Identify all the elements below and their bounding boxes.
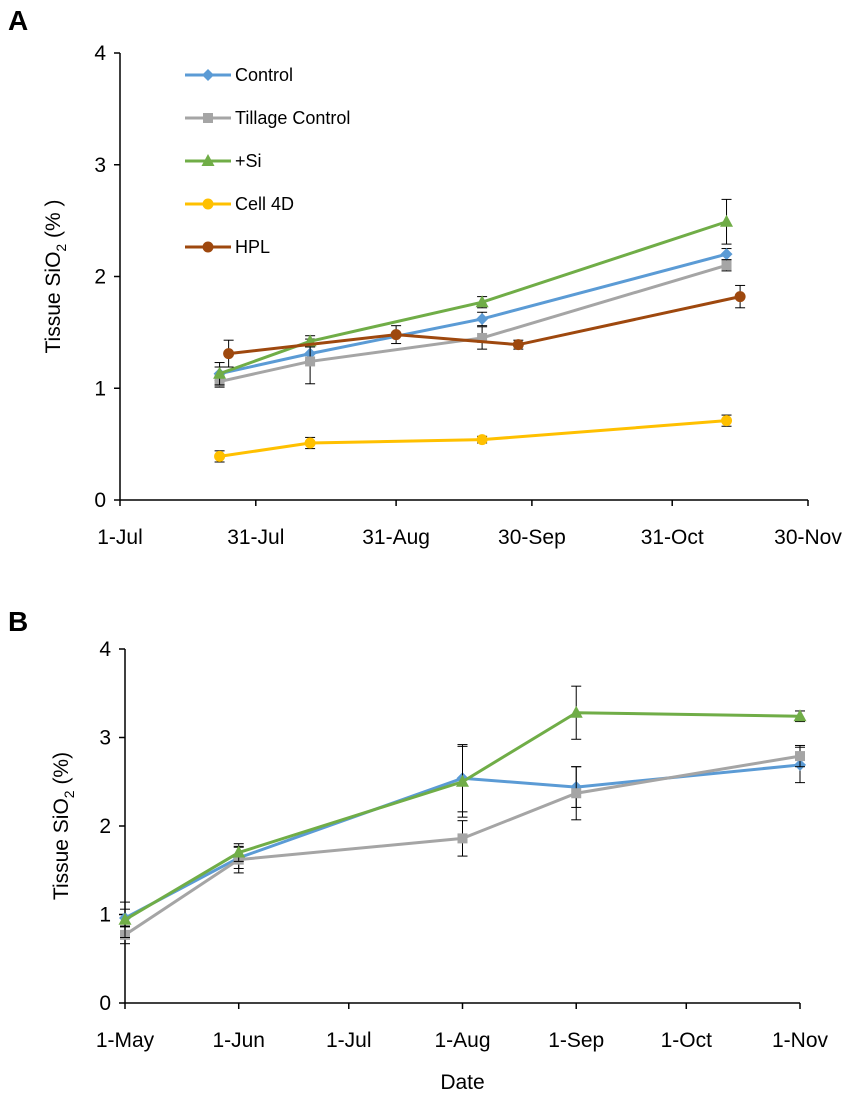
y-tick-label-a: 3 (94, 154, 106, 177)
legend-label: Tillage Control (235, 108, 350, 128)
x-tick-label-b: 1-Sep (548, 1029, 604, 1052)
data-point (456, 774, 469, 787)
legend-a: Control Tillage Control +Si Cell 4D HPL (185, 65, 350, 257)
series-cell-4d-a (214, 414, 733, 463)
panel-label-b: B (8, 606, 28, 637)
data-point (476, 312, 489, 325)
x-tick-label-b: 1-Oct (661, 1029, 713, 1052)
data-point (477, 332, 488, 343)
legend-marker (202, 69, 214, 81)
x-tick-label-b: 1-Nov (772, 1029, 829, 1052)
legend-marker (202, 241, 214, 253)
data-point (118, 912, 132, 925)
data-point (213, 366, 227, 379)
y-tick-label-b: 0 (99, 992, 111, 1015)
data-point (734, 291, 746, 303)
legend-marker (201, 154, 215, 166)
series-line (219, 263, 727, 384)
series-tillage-control-a (214, 259, 732, 388)
y-axis-title-subscript-b: 2 (61, 790, 77, 798)
y-axis-title-main-a: Tissue SiO (42, 252, 65, 354)
y-tick-label-a: 1 (94, 377, 106, 400)
legend-marker (203, 113, 213, 123)
legend-marker (202, 198, 214, 210)
legend-label: Cell 4D (235, 194, 294, 214)
series-plus-si-b (118, 685, 807, 939)
y-tick-label-b: 2 (99, 815, 111, 838)
legend-label: Control (235, 65, 293, 85)
x-tick-label-a: 31-Aug (362, 526, 430, 549)
y-tick-label-b: 4 (99, 638, 111, 661)
data-point (390, 329, 402, 341)
data-point (569, 705, 583, 718)
y-tick-label-a: 0 (94, 489, 106, 512)
x-tick-label-a: 30-Sep (498, 526, 566, 549)
chart-panel-a: 0 1 2 3 4 1-Jul 31-Jul 31-Aug 30-Sep 31-Oct 30-Nov… (42, 42, 842, 549)
y-tick-label-a: 4 (94, 42, 106, 65)
y-tick-label-a: 2 (94, 266, 106, 289)
data-point (721, 415, 733, 427)
series-line (228, 295, 741, 356)
data-point (214, 450, 226, 462)
data-point (512, 339, 524, 351)
y-axis-title-subscript-a: 2 (53, 244, 69, 252)
data-point (305, 356, 316, 367)
x-tick-label-a: 1-Jul (97, 526, 143, 549)
x-tick-label-b: 1-May (96, 1029, 155, 1052)
y-axis-title-b: Tissue SiO2 (%) (50, 752, 77, 900)
y-axis-title-a: Tissue SiO2 (% ) (42, 199, 69, 353)
y-axis-title-units-b: (%) (50, 752, 73, 791)
chart-panel-b: 0 1 2 3 4 1-May 1-Jun 1-Jul 1-Aug 1-Sep 1-Oct 1-Nov… (50, 638, 829, 1094)
data-point (571, 788, 582, 799)
data-point (720, 248, 733, 261)
x-axis-title-b: Date (440, 1071, 484, 1094)
data-point (793, 709, 807, 722)
data-point (475, 295, 489, 308)
data-point (795, 751, 805, 762)
legend-label: +Si (235, 151, 262, 171)
data-point (476, 434, 488, 446)
panel-label-a: A (8, 5, 28, 36)
y-axis-title-main-b: Tissue SiO (50, 798, 73, 900)
series-hpl-a (223, 284, 746, 368)
x-tick-label-b: 1-Jun (212, 1029, 265, 1052)
data-point (223, 348, 235, 360)
data-point (457, 833, 468, 844)
x-tick-label-a: 31-Jul (227, 526, 284, 549)
data-point (232, 845, 246, 858)
y-tick-label-b: 3 (99, 727, 111, 750)
series-line (219, 419, 727, 458)
data-point (721, 260, 732, 271)
y-axis-title-units-a: (% ) (42, 199, 65, 243)
x-tick-label-b: 1-Jul (326, 1029, 372, 1052)
x-tick-label-a: 30-Nov (774, 526, 842, 549)
x-tick-label-a: 31-Oct (641, 526, 704, 549)
data-point (720, 214, 734, 227)
series-line (219, 220, 727, 376)
x-tick-label-b: 1-Aug (434, 1029, 490, 1052)
series-line (219, 252, 727, 376)
legend-label: HPL (235, 237, 270, 257)
data-point (304, 437, 316, 449)
y-tick-label-b: 1 (99, 904, 111, 927)
